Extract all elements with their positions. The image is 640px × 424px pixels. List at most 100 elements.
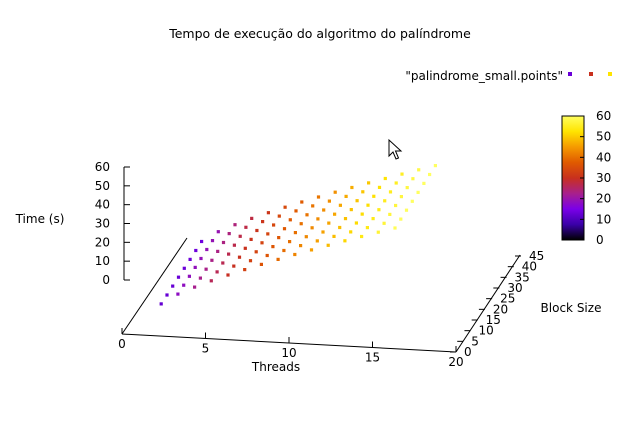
colorbar-ticks: 0 10 20 30 40 50 60 — [580, 109, 611, 247]
data-point — [216, 230, 220, 234]
data-point — [349, 208, 353, 212]
data-point — [237, 255, 242, 259]
colorbar-tick-label: 20 — [596, 192, 611, 206]
colorbar-tick-label: 10 — [596, 212, 611, 226]
data-point — [272, 223, 276, 227]
data-point — [310, 226, 314, 230]
data-point — [227, 232, 231, 236]
data-point — [400, 172, 404, 176]
z-tick-label: 30 — [95, 217, 110, 231]
data-point — [226, 273, 230, 277]
y-tick-label: 10 — [478, 324, 493, 338]
data-point — [338, 203, 342, 207]
y-tick-label: 5 — [471, 334, 479, 348]
x-ticks: 0 5 10 15 20 — [118, 328, 464, 369]
data-point — [376, 230, 380, 234]
y-tick-label: 20 — [493, 302, 508, 316]
data-point — [210, 258, 214, 262]
data-point — [233, 223, 237, 227]
data-point — [249, 237, 253, 241]
data-point — [200, 239, 204, 244]
data-point — [333, 212, 337, 216]
data-point — [405, 186, 409, 190]
data-point — [315, 239, 319, 243]
data-point — [243, 246, 247, 250]
y-tick-label: 15 — [486, 313, 501, 327]
data-point — [282, 248, 286, 253]
data-point — [293, 231, 297, 235]
z-tick-label: 10 — [95, 254, 110, 268]
data-point — [244, 225, 248, 229]
data-point — [171, 284, 175, 288]
z-tick-label: 20 — [95, 235, 110, 249]
data-point — [176, 292, 180, 296]
data-point — [288, 240, 292, 244]
data-point — [354, 221, 358, 225]
data-point — [204, 267, 208, 271]
data-point — [305, 213, 309, 217]
data-point — [404, 208, 409, 212]
data-point — [260, 241, 264, 245]
data-point — [221, 261, 225, 265]
z-tick-label: 0 — [102, 273, 110, 287]
data-point — [383, 176, 387, 181]
legend-swatch-purple — [568, 72, 572, 76]
data-point — [399, 195, 403, 199]
data-point — [388, 212, 392, 216]
data-points — [159, 164, 437, 306]
data-point — [254, 250, 258, 254]
data-point — [288, 218, 292, 222]
mouse-cursor-icon — [388, 138, 403, 160]
data-point — [193, 285, 197, 289]
data-point — [227, 252, 231, 256]
y-tick-label: 30 — [507, 281, 522, 295]
x-tick-label: 10 — [281, 346, 296, 360]
y-tick-label: 45 — [529, 249, 544, 263]
y-tick-label: 25 — [500, 292, 515, 306]
colorbar-tick-label: 50 — [596, 130, 611, 144]
data-point — [371, 217, 375, 221]
data-point — [193, 265, 197, 269]
data-point — [327, 221, 331, 225]
legend-label: "palindrome_small.points" — [405, 69, 563, 83]
data-point — [277, 214, 281, 218]
y-axis-back-line — [121, 237, 188, 335]
data-point — [377, 185, 382, 189]
data-point — [215, 270, 219, 274]
data-point — [343, 239, 347, 243]
data-point — [428, 172, 432, 177]
data-point — [300, 200, 304, 204]
data-point — [261, 220, 265, 224]
x-tick-label: 15 — [365, 351, 380, 365]
data-point — [372, 194, 376, 198]
y-tick-label: 40 — [522, 260, 537, 274]
data-point — [321, 230, 325, 234]
z-tick-label: 50 — [95, 179, 110, 193]
colorbar-tick-label: 30 — [596, 171, 611, 185]
data-point — [361, 190, 365, 194]
data-point — [282, 227, 287, 231]
colorbar: 0 10 20 30 40 50 60 — [561, 109, 611, 247]
x-axis-label: Threads — [251, 360, 300, 374]
data-point — [411, 177, 415, 181]
data-point — [327, 199, 331, 203]
data-point — [243, 268, 247, 272]
data-point — [283, 205, 287, 209]
y-tick-label: 35 — [515, 270, 530, 284]
z-tick-label: 40 — [95, 198, 110, 212]
data-point — [388, 190, 393, 194]
data-point — [316, 195, 321, 199]
data-point — [182, 266, 186, 270]
colorbar-tick-label: 0 — [596, 233, 604, 247]
colorbar-tick-label: 60 — [596, 109, 611, 123]
data-point — [365, 226, 369, 230]
x-tick-label: 20 — [448, 355, 463, 369]
data-point — [382, 221, 386, 225]
data-point — [394, 203, 398, 208]
data-point — [333, 190, 337, 194]
data-point — [360, 234, 364, 239]
data-point — [271, 245, 275, 249]
data-point — [299, 244, 303, 248]
